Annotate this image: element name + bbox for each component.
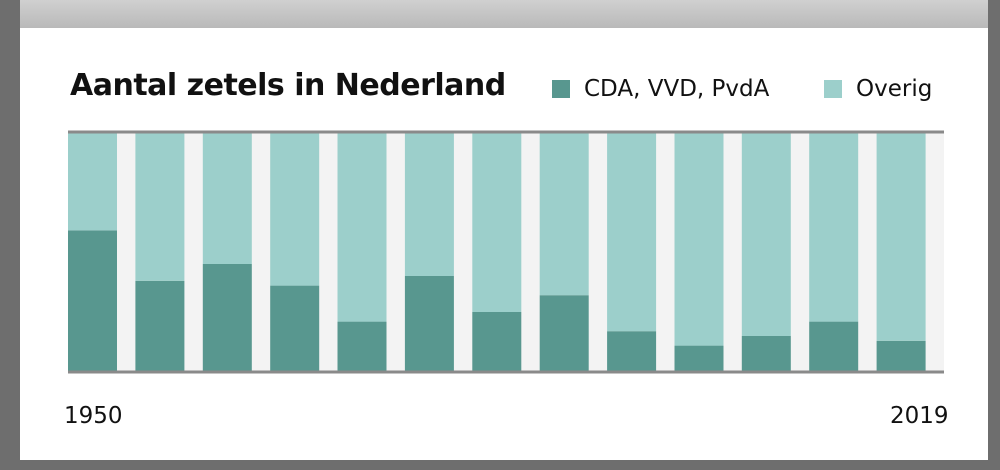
chart-card: Aantal zetels in Nederland CDA, VVD, Pvd… xyxy=(20,28,988,460)
bar-overig-10 xyxy=(674,132,724,346)
bar-overig-6 xyxy=(404,132,454,276)
bar-overig-3 xyxy=(202,132,252,264)
x-axis-end-label: 2019 xyxy=(890,403,949,429)
bar-overig-13 xyxy=(876,132,926,341)
bar-overig-8 xyxy=(539,132,589,296)
bar-chart-plot xyxy=(68,130,944,374)
bar-cda-vvd-pvda-7 xyxy=(472,312,522,372)
bar-cda-vvd-pvda-10 xyxy=(674,345,724,372)
legend-swatch-cda-vvd-pvda xyxy=(552,80,570,98)
bar-cda-vvd-pvda-5 xyxy=(337,321,387,372)
bar-cda-vvd-pvda-2 xyxy=(135,280,185,372)
bar-cda-vvd-pvda-13 xyxy=(876,340,926,372)
window-top-bar xyxy=(20,0,988,28)
bar-cda-vvd-pvda-1 xyxy=(68,230,117,372)
bar-overig-2 xyxy=(135,132,185,281)
legend-swatch-overig xyxy=(824,80,842,98)
bar-overig-9 xyxy=(607,132,657,332)
bar-cda-vvd-pvda-3 xyxy=(202,264,252,372)
bar-cda-vvd-pvda-9 xyxy=(607,331,657,372)
bar-cda-vvd-pvda-8 xyxy=(539,295,589,372)
bar-overig-4 xyxy=(270,132,320,286)
bar-overig-12 xyxy=(809,132,859,322)
bar-overig-11 xyxy=(741,132,791,336)
bar-overig-7 xyxy=(472,132,522,312)
bar-cda-vvd-pvda-12 xyxy=(809,321,859,372)
bar-cda-vvd-pvda-4 xyxy=(270,285,320,372)
bar-overig-5 xyxy=(337,132,387,322)
bar-cda-vvd-pvda-11 xyxy=(741,336,791,372)
chart-title: Aantal zetels in Nederland xyxy=(70,68,506,103)
legend-label-overig: Overig xyxy=(856,76,933,102)
legend-label-cda-vvd-pvda: CDA, VVD, PvdA xyxy=(584,76,770,102)
legend-item-overig: Overig xyxy=(824,76,932,102)
bar-cda-vvd-pvda-6 xyxy=(404,276,454,372)
legend-item-cda-vvd-pvda: CDA, VVD, PvdA xyxy=(552,76,769,102)
x-axis-start-label: 1950 xyxy=(64,403,123,429)
bar-overig-1 xyxy=(68,132,117,231)
